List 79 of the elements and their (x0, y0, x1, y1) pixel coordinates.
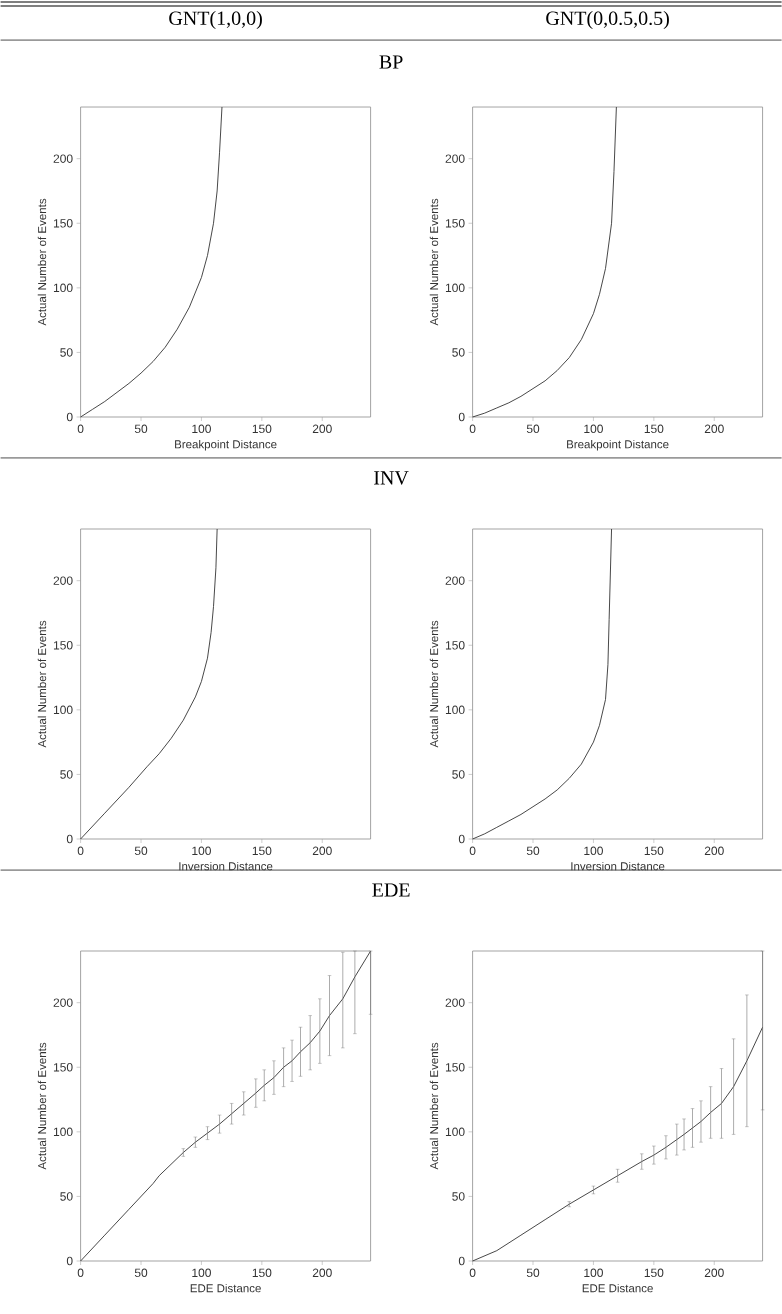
y-tick-label: 50 (60, 1192, 73, 1201)
y-tick-label: 150 (53, 641, 73, 650)
x-tick-label: 100 (584, 1268, 603, 1278)
y-tick-label: 100 (53, 705, 73, 715)
y-tick-label: 100 (53, 1127, 73, 1137)
x-tick-label: 0 (469, 1268, 476, 1278)
x-tick-label: 0 (77, 424, 84, 434)
y-axis-title: Actual Number of Events (37, 1042, 47, 1170)
y-tick-label: 50 (60, 770, 73, 779)
y-tick-label: 50 (452, 770, 465, 779)
chart-subtitle: BP (379, 55, 403, 69)
x-tick-label: 100 (584, 846, 603, 856)
x-tick-label: 200 (312, 1268, 332, 1278)
x-axis-title: EDE Distance (582, 1283, 653, 1293)
y-axis-title: Actual Number of Events (429, 1042, 439, 1170)
y-tick-label: 200 (445, 576, 465, 585)
y-tick-label: 200 (53, 998, 73, 1007)
x-tick-label: 50 (134, 1268, 148, 1278)
x-tick-label: 200 (312, 424, 332, 434)
x-axis-title: Inversion Distance (179, 861, 273, 871)
x-tick-label: 200 (704, 424, 724, 434)
y-tick-label: 200 (53, 576, 73, 585)
x-tick-label: 200 (704, 846, 724, 856)
y-tick-label: 0 (66, 834, 73, 844)
x-tick-label: 150 (252, 424, 272, 434)
y-axis-title: Actual Number of Events (37, 198, 47, 326)
y-axis-title: Actual Number of Events (429, 198, 439, 326)
y-tick-label: 100 (445, 705, 465, 715)
y-tick-label: 0 (458, 834, 465, 844)
x-tick-label: 50 (526, 424, 540, 434)
x-axis-title: EDE Distance (190, 1283, 261, 1293)
y-tick-label: 200 (53, 154, 73, 163)
chart-title: EDE (372, 883, 410, 897)
x-tick-label: 0 (77, 846, 84, 856)
line-series (80, 528, 218, 840)
x-tick-label: 200 (312, 846, 332, 856)
y-axis-title: Actual Number of Events (429, 620, 439, 748)
x-tick-label: 150 (252, 1268, 272, 1278)
x-axis-title: Inversion Distance (571, 861, 665, 871)
y-tick-label: 150 (445, 1063, 465, 1072)
x-tick-label: 150 (644, 846, 664, 856)
y-tick-label: 0 (66, 412, 73, 422)
y-tick-label: 50 (452, 1192, 465, 1201)
x-axis-title: Breakpoint Distance (566, 439, 669, 451)
y-tick-label: 0 (458, 412, 465, 422)
x-tick-label: 50 (134, 424, 148, 434)
y-tick-label: 150 (53, 219, 73, 228)
x-tick-label: 200 (704, 1268, 724, 1278)
x-tick-label: 50 (134, 846, 148, 856)
y-tick-label: 150 (53, 1063, 73, 1072)
y-tick-label: 100 (445, 283, 465, 293)
x-tick-label: 150 (644, 1268, 664, 1278)
x-tick-label: 100 (192, 1268, 211, 1278)
line-series (472, 528, 612, 840)
x-tick-label: 100 (192, 424, 211, 434)
y-tick-label: 200 (445, 154, 465, 163)
y-tick-label: 100 (53, 283, 73, 293)
x-tick-label: 150 (644, 424, 664, 434)
x-tick-label: 50 (526, 846, 540, 856)
y-tick-label: 50 (452, 348, 465, 357)
x-tick-label: 0 (469, 846, 476, 856)
x-tick-label: 50 (526, 1268, 540, 1278)
y-tick-label: 0 (458, 1256, 465, 1266)
x-tick-label: 0 (469, 424, 476, 434)
chart-title: INV (373, 471, 409, 485)
chart-title: GNT(0,0.5,0.5) (546, 10, 669, 30)
y-tick-label: 100 (445, 1127, 465, 1137)
x-tick-label: 100 (584, 424, 603, 434)
y-tick-label: 150 (445, 219, 465, 228)
x-tick-label: 100 (192, 846, 211, 856)
x-axis-title: Breakpoint Distance (174, 439, 277, 451)
y-axis-title: Actual Number of Events (37, 620, 47, 748)
y-tick-label: 150 (445, 641, 465, 650)
chart-title: GNT(1,0,0) (169, 10, 262, 30)
x-tick-label: 0 (77, 1268, 84, 1278)
x-tick-label: 150 (252, 846, 272, 856)
y-tick-label: 0 (66, 1256, 73, 1266)
y-tick-label: 200 (445, 998, 465, 1007)
y-tick-label: 50 (60, 348, 73, 357)
